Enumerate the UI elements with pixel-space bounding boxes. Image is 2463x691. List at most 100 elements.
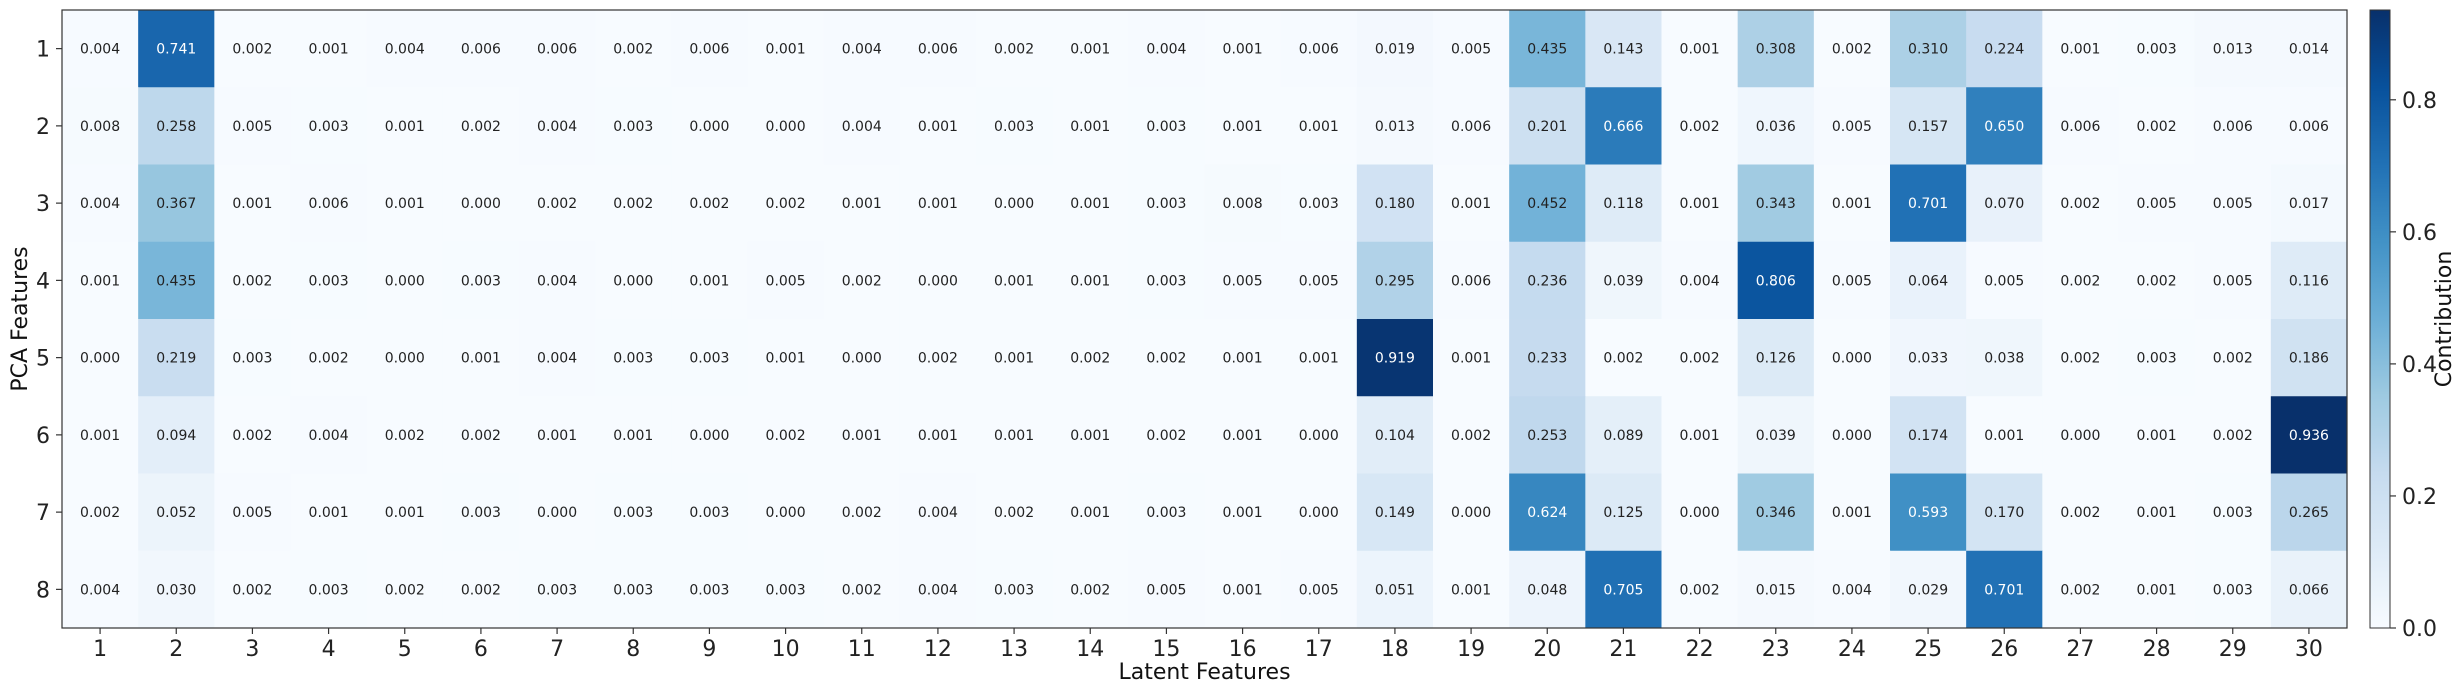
heatmap-cell xyxy=(1052,473,1129,552)
heatmap-cell xyxy=(2194,550,2272,629)
cell-value-label: 0.236 xyxy=(1527,273,1567,289)
cell-value-label: 0.033 xyxy=(1908,351,1948,367)
cell-value-label: 0.005 xyxy=(2213,273,2253,289)
heatmap-cell xyxy=(62,396,139,474)
heatmap-cell xyxy=(1509,473,1586,552)
heatmap-cell xyxy=(976,550,1053,629)
heatmap-cell xyxy=(1204,164,1282,243)
heatmap-cell xyxy=(2270,164,2348,243)
heatmap-cell xyxy=(2042,87,2119,165)
heatmap-cell xyxy=(1433,550,1510,629)
cell-value-label: 0.005 xyxy=(1146,582,1186,598)
heatmap-cell xyxy=(2270,473,2348,552)
heatmap-cell xyxy=(442,473,520,552)
heatmap-cell xyxy=(2270,319,2348,397)
heatmap-cell xyxy=(1966,164,2043,243)
cell-value-label: 0.002 xyxy=(1603,351,1643,367)
x-axis-label: Latent Features xyxy=(1118,660,1290,685)
x-tick-label: 5 xyxy=(398,637,412,662)
cell-value-label: 0.253 xyxy=(1527,428,1567,444)
heatmap-cell xyxy=(747,550,825,629)
cell-value-label: 0.001 xyxy=(1070,273,1110,289)
colorbar-tick-label: 0.8 xyxy=(2402,89,2437,114)
cell-value-label: 0.000 xyxy=(1451,505,1491,521)
cell-value-label: 0.064 xyxy=(1908,273,1948,289)
y-axis-ticks: 1 2 3 4 5 6 7 8 xyxy=(36,38,62,603)
heatmap-cell xyxy=(976,87,1053,165)
cell-value-label: 0.116 xyxy=(2289,273,2329,289)
heatmap-cell xyxy=(519,10,596,88)
heatmap-cell xyxy=(366,164,444,243)
cell-value-label: 0.004 xyxy=(1146,42,1186,58)
cell-value-label: 0.002 xyxy=(461,582,501,598)
colorbar-tick-label: 0.2 xyxy=(2402,485,2437,510)
heatmap-cell xyxy=(1661,10,1739,88)
heatmap-cell xyxy=(1890,164,1967,243)
plot-frame xyxy=(61,9,2348,629)
cell-value-label: 0.001 xyxy=(918,196,958,212)
cell-value-label: 0.002 xyxy=(1070,351,1110,367)
heatmap-cell xyxy=(1128,396,1205,474)
cell-value-label: 0.006 xyxy=(1451,273,1491,289)
heatmap-cell xyxy=(290,550,368,629)
heatmap-cell xyxy=(899,473,977,552)
heatmap-cell xyxy=(1661,396,1739,474)
heatmap-cell xyxy=(2118,87,2196,165)
cell-value-label: 0.019 xyxy=(1375,42,1415,58)
x-tick-label: 10 xyxy=(772,637,800,662)
x-axis-ticks: 1 2 3 4 5 6 7 8 9 10 11 12 13 14 15 16 17 18 19 20 21 22 23 24 2… xyxy=(93,628,2323,662)
cell-value-label: 0.003 xyxy=(994,119,1034,135)
cell-value-label: 0.003 xyxy=(232,351,272,367)
cell-value-label: 0.001 xyxy=(613,428,653,444)
heatmap-cell xyxy=(1052,10,1129,88)
colorbar-tick-label: 0.0 xyxy=(2402,617,2437,642)
cell-value-label: 0.006 xyxy=(689,42,729,58)
heatmap-cell xyxy=(366,550,444,629)
cell-value-label: 0.001 xyxy=(918,119,958,135)
y-axis-label: PCA Features xyxy=(8,246,33,391)
heatmap-cell xyxy=(1890,550,1967,629)
cell-value-label: 0.367 xyxy=(156,196,196,212)
heatmap-cell xyxy=(366,87,444,165)
cell-value-label: 0.170 xyxy=(1984,505,2024,521)
cell-value-label: 0.001 xyxy=(1680,42,1720,58)
cell-value-label: 0.002 xyxy=(537,196,577,212)
cell-value-label: 0.005 xyxy=(766,273,806,289)
cell-value-label: 0.701 xyxy=(1984,582,2024,598)
heatmap-cell xyxy=(1280,319,1358,397)
heatmap-cell xyxy=(1737,396,1815,474)
heatmap-cell xyxy=(671,164,748,243)
y-tick-label: 1 xyxy=(36,38,50,63)
heatmap-cell xyxy=(2118,473,2196,552)
heatmap-cell xyxy=(519,473,596,552)
cell-value-label: 0.003 xyxy=(2213,582,2253,598)
cell-value-label: 0.003 xyxy=(689,582,729,598)
x-tick-label: 1 xyxy=(93,637,107,662)
heatmap-cell xyxy=(519,241,596,320)
cell-value-label: 0.001 xyxy=(385,505,425,521)
cell-value-label: 0.004 xyxy=(537,119,577,135)
cell-value-label: 0.001 xyxy=(842,428,882,444)
cell-value-label: 0.001 xyxy=(1223,505,1263,521)
heatmap-cell xyxy=(1052,164,1129,243)
cell-value-label: 0.002 xyxy=(309,351,349,367)
heatmap-cell xyxy=(1737,87,1815,165)
cell-value-label: 0.002 xyxy=(1680,351,1720,367)
cell-value-label: 0.000 xyxy=(1680,505,1720,521)
cell-value-label: 0.002 xyxy=(689,196,729,212)
cell-value-label: 0.006 xyxy=(2213,119,2253,135)
cell-value-label: 0.001 xyxy=(918,428,958,444)
heatmap-cell xyxy=(1433,241,1510,320)
heatmap-cell xyxy=(1204,319,1282,397)
y-tick-label: 5 xyxy=(36,347,50,372)
cell-value-label: 0.002 xyxy=(766,196,806,212)
cell-value-label: 0.003 xyxy=(461,273,501,289)
cell-value-label: 0.001 xyxy=(1451,196,1491,212)
cell-value-label: 0.030 xyxy=(156,582,196,598)
heatmap-cell xyxy=(823,164,901,243)
cell-value-label: 0.104 xyxy=(1375,428,1415,444)
heatmap-cell xyxy=(138,319,215,397)
heatmap-cell xyxy=(1128,87,1205,165)
heatmap-cell xyxy=(519,396,596,474)
cell-value-label: 0.001 xyxy=(766,351,806,367)
